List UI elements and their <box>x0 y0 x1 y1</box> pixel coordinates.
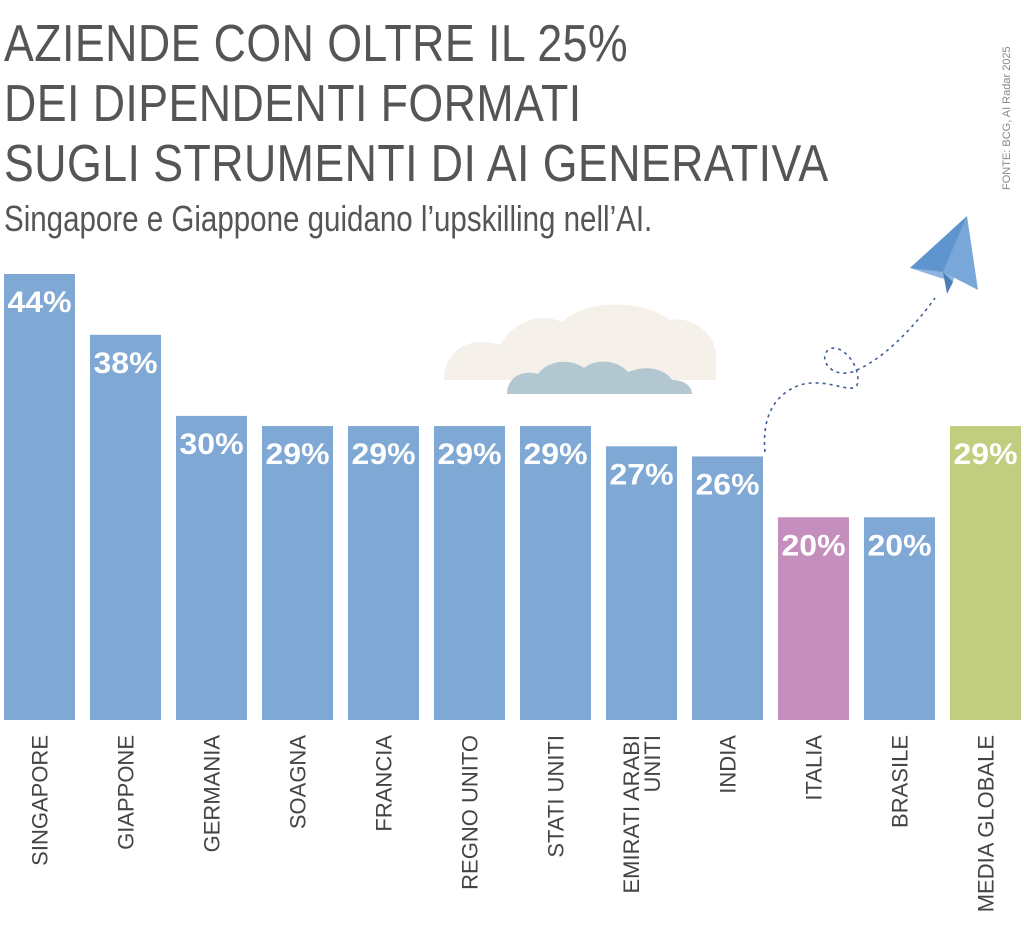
category-label-4: FRANCIA <box>372 735 397 832</box>
title-line-1: AZIENDE CON OLTRE IL 25% <box>4 15 629 73</box>
bar-value-label-2: 30% <box>180 428 244 461</box>
bar-value-label-10: 20% <box>868 529 932 562</box>
category-label-1: GIAPPONE <box>114 735 139 850</box>
bar-10 <box>864 517 935 720</box>
bar-value-label-3: 29% <box>266 438 330 471</box>
bar-6 <box>520 426 591 720</box>
bar-8 <box>692 456 763 720</box>
bar-9 <box>778 517 849 720</box>
category-label-0: SINGAPORE <box>28 735 53 866</box>
bar-value-label-7: 27% <box>610 458 674 491</box>
category-labels-group: SINGAPORE GIAPPONE GERMANIA SOAGNA FRANCIA RE… <box>28 735 999 913</box>
paper-plane-icon <box>910 216 978 294</box>
bar-7 <box>606 446 677 720</box>
bar-value-label-4: 29% <box>352 438 416 471</box>
bar-value-label-6: 29% <box>524 438 588 471</box>
bar-value-label-8: 26% <box>696 468 760 501</box>
bars-group <box>4 274 1021 720</box>
category-label-9: ITALIA <box>802 735 827 801</box>
bar-3 <box>262 426 333 720</box>
category-label-11: MEDIA GLOBALE <box>974 735 999 912</box>
bar-5 <box>434 426 505 720</box>
bar-value-label-0: 44% <box>8 286 72 319</box>
category-label-2: GERMANIA <box>200 735 225 853</box>
bar-value-label-11: 29% <box>954 438 1018 471</box>
cloud-icon <box>444 304 716 394</box>
category-label-3: SOAGNA <box>286 735 311 829</box>
value-labels-group: 44% 38% 30% 29% 29% 29% 29% 27% 26% 20% 20% 29% <box>8 286 1018 562</box>
category-label-8: INDIA <box>716 735 741 794</box>
category-label-5: REGNO UNITO <box>458 735 483 890</box>
bar-0 <box>4 274 75 720</box>
title-line-2: DEI DIPENDENTI FORMATI <box>4 75 582 133</box>
chart-title: AZIENDE CON OLTRE IL 25% DEI DIPENDENTI … <box>4 14 829 194</box>
bar-value-label-9: 20% <box>782 529 846 562</box>
bar-value-label-5: 29% <box>438 438 502 471</box>
bar-1 <box>90 334 161 720</box>
bar-4 <box>348 426 419 720</box>
category-label-6: STATI UNITI <box>544 735 569 858</box>
bar-2 <box>176 415 247 720</box>
category-label-7-line-0: EMIRATI ARABI <box>619 735 644 894</box>
bar-value-label-1: 38% <box>94 347 158 380</box>
category-label-7-line-1: UNITI <box>640 735 665 792</box>
flight-path <box>763 297 936 453</box>
chart-subtitle: Singapore e Giappone guidano l’upskillin… <box>4 198 653 239</box>
bar-11 <box>950 426 1021 720</box>
title-line-3: SUGLI STRUMENTI DI AI GENERATIVA <box>4 135 829 193</box>
category-label-10: BRASILE <box>888 735 913 828</box>
